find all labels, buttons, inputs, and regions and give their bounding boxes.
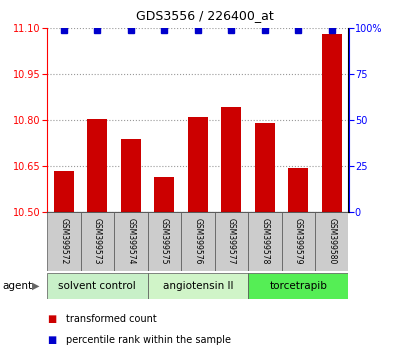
Text: GSM399576: GSM399576: [193, 218, 202, 265]
Bar: [247, 273, 348, 299]
Text: ■: ■: [47, 335, 56, 345]
Bar: [147, 273, 247, 299]
Text: GSM399580: GSM399580: [326, 218, 335, 265]
Text: GSM399573: GSM399573: [93, 218, 101, 265]
Text: transformed count: transformed count: [65, 314, 156, 324]
Text: GSM399578: GSM399578: [260, 218, 269, 265]
Bar: [247, 212, 281, 271]
Text: ■: ■: [47, 314, 56, 324]
Bar: [54, 171, 74, 212]
Text: GSM399575: GSM399575: [160, 218, 169, 265]
Bar: [288, 168, 308, 212]
Text: GDS3556 / 226400_at: GDS3556 / 226400_at: [136, 9, 273, 22]
Text: torcetrapib: torcetrapib: [269, 281, 326, 291]
Text: GSM399572: GSM399572: [59, 218, 68, 265]
Text: agent: agent: [2, 281, 32, 291]
Bar: [87, 119, 107, 212]
Text: GSM399577: GSM399577: [226, 218, 235, 265]
Bar: [221, 107, 241, 212]
Bar: [321, 34, 341, 212]
Text: solvent control: solvent control: [58, 281, 136, 291]
Bar: [154, 177, 174, 212]
Bar: [47, 212, 81, 271]
Bar: [254, 124, 274, 212]
Bar: [281, 212, 314, 271]
Bar: [181, 212, 214, 271]
Bar: [121, 139, 141, 212]
Bar: [314, 212, 348, 271]
Text: angiotensin II: angiotensin II: [162, 281, 232, 291]
Bar: [147, 212, 181, 271]
Bar: [114, 212, 147, 271]
Text: ▶: ▶: [32, 281, 39, 291]
Text: GSM399579: GSM399579: [293, 218, 302, 265]
Bar: [81, 212, 114, 271]
Text: percentile rank within the sample: percentile rank within the sample: [65, 335, 230, 345]
Bar: [187, 117, 207, 212]
Bar: [214, 212, 247, 271]
Bar: [47, 273, 147, 299]
Text: GSM399574: GSM399574: [126, 218, 135, 265]
